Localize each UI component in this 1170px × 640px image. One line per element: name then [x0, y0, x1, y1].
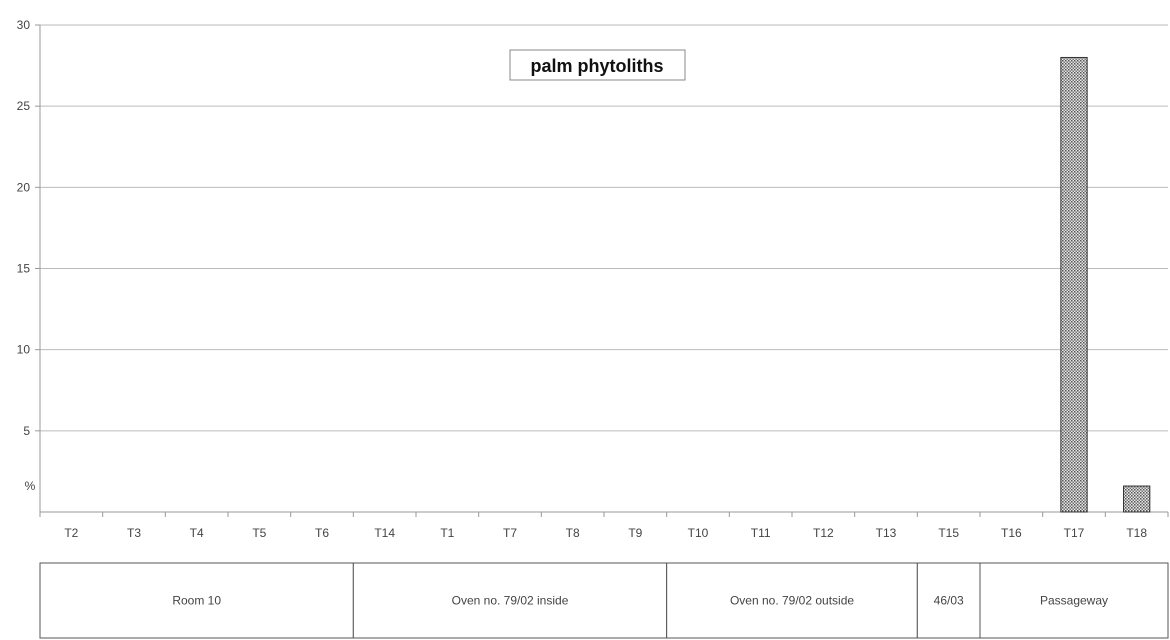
group-label-3: 46/03	[934, 594, 964, 608]
x-tick-label-T10: T10	[688, 526, 709, 540]
y-tick-label-30: 30	[17, 18, 31, 32]
chart-title: palm phytoliths	[530, 56, 663, 76]
x-tick-label-T2: T2	[64, 526, 78, 540]
x-tick-label-T11: T11	[751, 526, 771, 540]
group-cell-0	[39, 562, 354, 639]
x-tick-label-T4: T4	[190, 526, 204, 540]
x-tick-label-T7: T7	[503, 526, 517, 540]
group-cell-1	[352, 562, 668, 639]
x-axis-ticks: T2 T3 T4 T5 T6 T14 T1 T7 T8 T9 T10 T11 T12 T13 T15 T16 T…	[39, 512, 1169, 540]
gridlines	[40, 24, 1168, 432]
y-axis-ticks: 5 10 15 20 25 30	[17, 18, 40, 438]
x-tick-label-T8: T8	[566, 526, 580, 540]
group-label-4: Passageway	[1040, 594, 1108, 608]
y-tick-label-10: 10	[17, 343, 31, 357]
group-label-0: Room 10	[172, 594, 221, 608]
bars	[1060, 56, 1151, 513]
group-cell-2	[666, 562, 918, 639]
x-tick-label-T1: T1	[440, 526, 454, 540]
x-tick-label-T13: T13	[876, 526, 897, 540]
x-tick-label-T5: T5	[252, 526, 266, 540]
x-tick-label-T16: T16	[1001, 526, 1022, 540]
x-tick-label-T9: T9	[628, 526, 642, 540]
group-table: Room 10 Oven no. 79/02 inside Oven no. 79/…	[39, 562, 1169, 639]
group-label-2: Oven no. 79/02 outside	[730, 594, 854, 608]
y-tick-label-25: 25	[17, 99, 31, 113]
chart-title-box: palm phytoliths	[509, 49, 686, 81]
x-tick-label-T12: T12	[813, 526, 834, 540]
bar-T18	[1123, 485, 1151, 513]
group-cell-4	[979, 562, 1169, 639]
bar-T17	[1060, 56, 1088, 513]
chart-title-border	[509, 49, 686, 81]
x-tick-label-T14: T14	[374, 526, 395, 540]
x-tick-label-T17: T17	[1064, 526, 1085, 540]
x-tick-label-T6: T6	[315, 526, 329, 540]
x-tick-label-T3: T3	[127, 526, 141, 540]
y-tick-label-5: 5	[23, 424, 30, 438]
y-tick-label-20: 20	[17, 180, 31, 194]
y-unit-label: %	[25, 479, 36, 493]
x-tick-label-T15: T15	[938, 526, 959, 540]
x-tick-label-T18: T18	[1126, 526, 1147, 540]
group-label-1: Oven no. 79/02 inside	[452, 594, 569, 608]
y-tick-label-15: 15	[17, 262, 31, 276]
